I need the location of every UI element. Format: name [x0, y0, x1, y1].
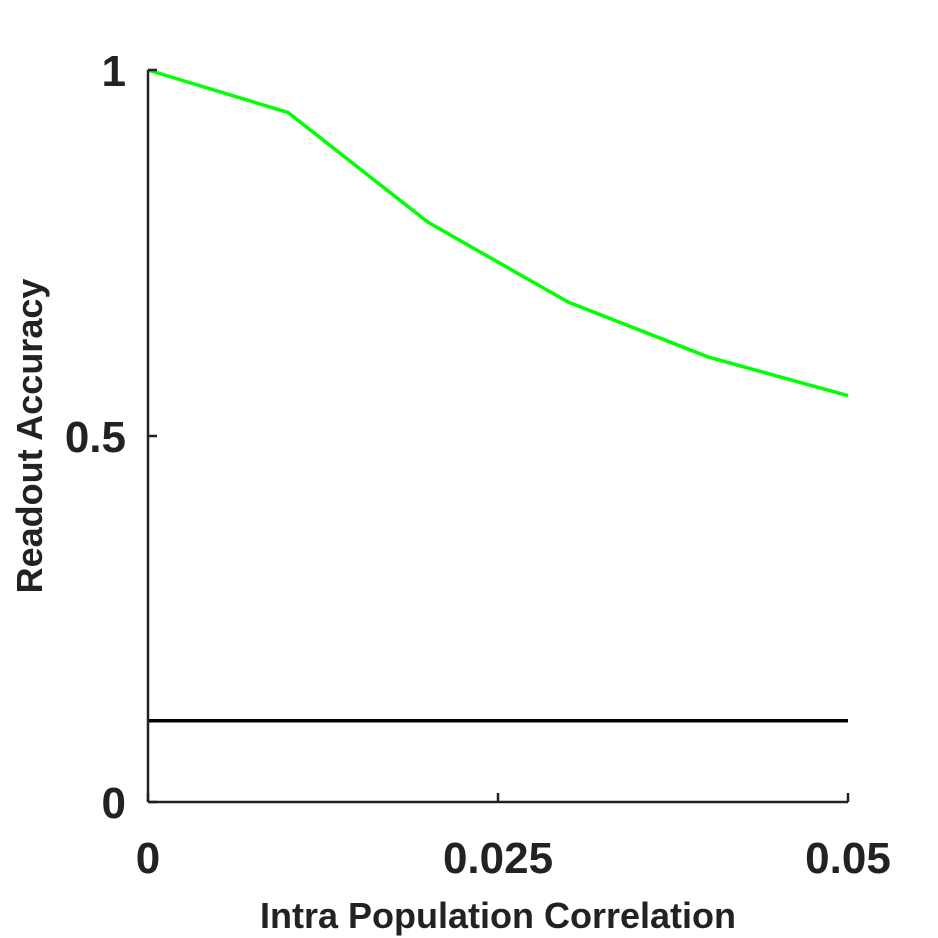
- x-axis-label: Intra Population Correlation: [260, 895, 736, 936]
- ticks: 0 0.025 0.05 0 0.5 1: [65, 47, 891, 883]
- y-tick-label: 0.5: [65, 413, 126, 462]
- series-line: [147, 68, 849, 398]
- axes: [146, 70, 848, 804]
- series-layer: [147, 68, 849, 398]
- x-tick-label: 0.05: [805, 834, 891, 883]
- y-tick-label: 0: [102, 779, 126, 828]
- y-axis-label: Readout Accuracy: [9, 279, 50, 594]
- x-tick-label: 0.025: [443, 834, 553, 883]
- y-tick-label: 1: [102, 47, 126, 96]
- x-tick-label: 0: [136, 834, 160, 883]
